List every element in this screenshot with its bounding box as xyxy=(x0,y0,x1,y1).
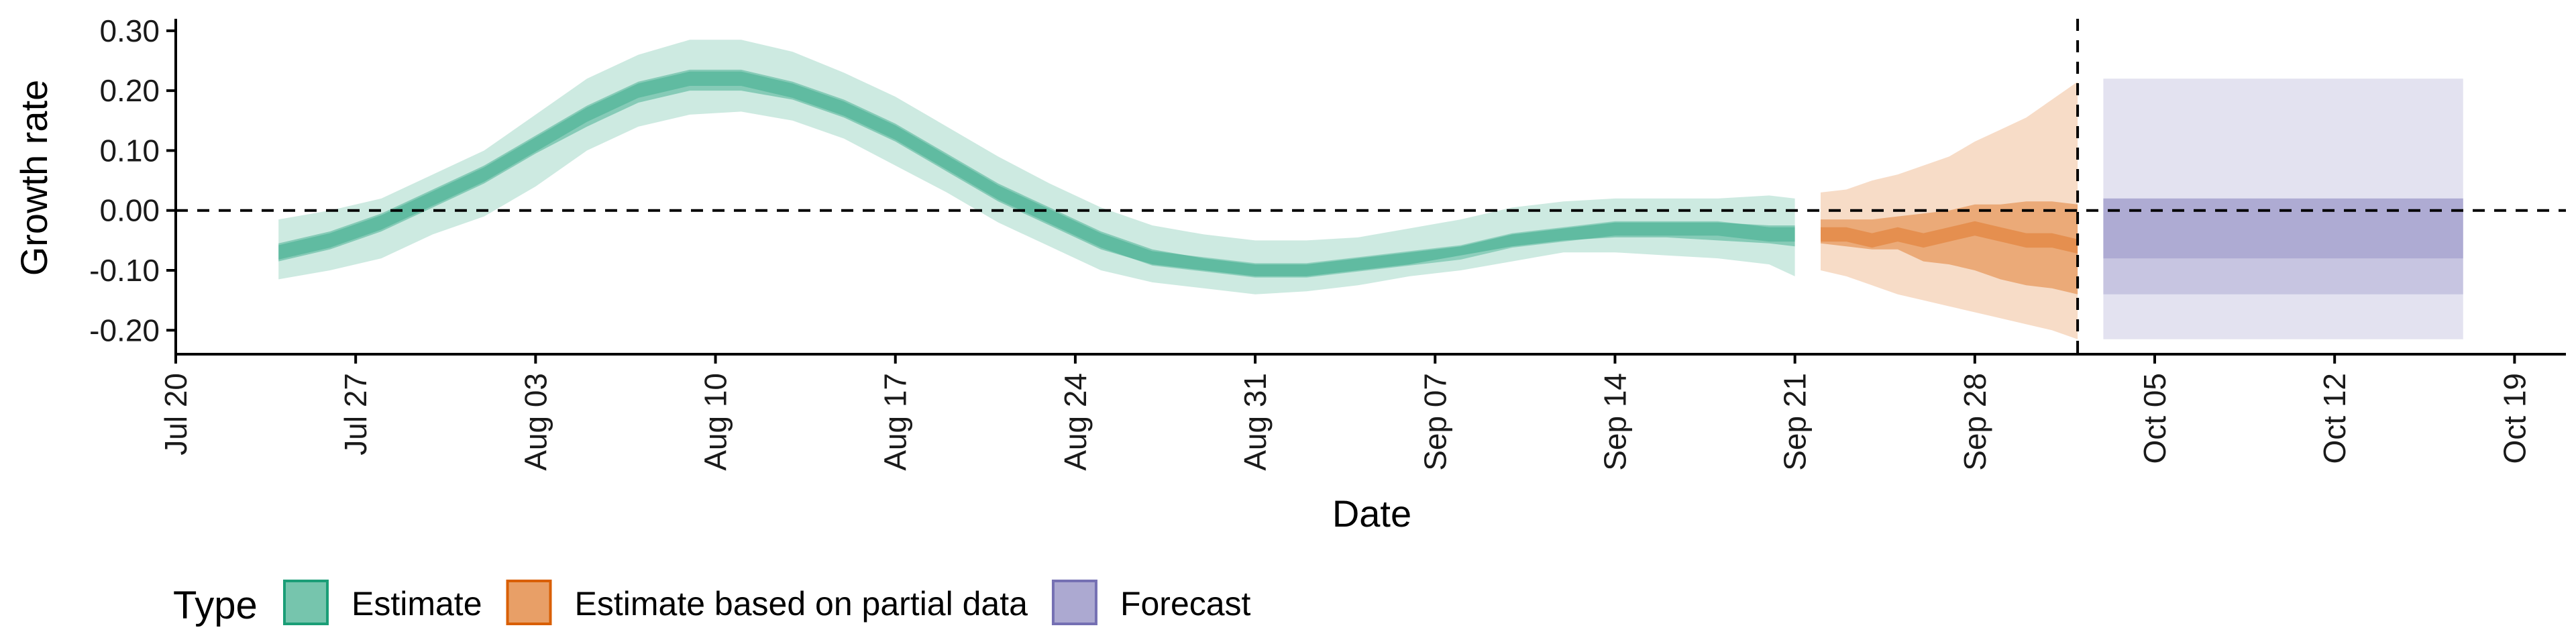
x-tick-label: Sep 07 xyxy=(1417,373,1452,471)
estimate-based-on-partial-data-band-50 xyxy=(1821,201,2078,294)
plot-area xyxy=(278,40,2463,339)
series-estimate xyxy=(278,40,1795,294)
x-axis-title: Date xyxy=(1332,492,1411,535)
legend-label-estimate-based-on-partial-data: Estimate based on partial data xyxy=(575,585,1028,623)
y-tick-label: 0.30 xyxy=(99,13,160,48)
x-tick-label: Aug 24 xyxy=(1058,373,1093,471)
x-tick-label: Sep 28 xyxy=(1957,373,1992,471)
forecast-band-90 xyxy=(2103,78,2463,339)
legend: Type Estimate Estimate based on partial da… xyxy=(173,580,1251,627)
legend-swatch-forecast xyxy=(1051,580,1097,625)
y-tick-label: 0.10 xyxy=(99,133,160,168)
x-tick-label: Aug 17 xyxy=(878,373,913,471)
legend-title: Type xyxy=(173,584,258,627)
x-tick-label: Jul 27 xyxy=(338,373,373,455)
y-tick-label: 0.20 xyxy=(99,73,160,108)
estimate-based-on-partial-data-median-band xyxy=(1821,221,2078,254)
estimate-band-90 xyxy=(278,40,1795,294)
x-tick-label: Aug 03 xyxy=(518,373,553,471)
reference-lines xyxy=(176,19,2566,354)
legend-swatch-estimate-based-on-partial-data xyxy=(506,580,552,625)
y-tick-label: -0.20 xyxy=(89,313,160,347)
x-tick-label: Sep 14 xyxy=(1597,373,1632,471)
series-forecast xyxy=(2103,78,2463,339)
series-estimate-based-on-partial-data xyxy=(1821,81,2078,339)
forecast-band-75 xyxy=(2103,198,2463,294)
x-tick-label: Aug 31 xyxy=(1238,373,1273,471)
x-tick-label: Oct 12 xyxy=(2317,373,2352,464)
y-tick-label: -0.10 xyxy=(89,253,160,288)
x-tick-label: Jul 20 xyxy=(158,373,193,455)
forecast-band-50 xyxy=(2103,198,2463,259)
x-tick-label: Aug 10 xyxy=(698,373,733,471)
x-tick-label: Sep 21 xyxy=(1778,373,1813,471)
y-axis-title: Growth rate xyxy=(13,80,55,276)
legend-label-forecast: Forecast xyxy=(1120,585,1251,623)
axes: -0.20 -0.10 0.00 0.10 0.20 0.30 Jul 20 Jul 27 Au… xyxy=(89,13,2566,471)
legend-label-estimate: Estimate xyxy=(352,585,482,623)
x-tick-label: Oct 05 xyxy=(2137,373,2172,464)
x-tick-label: Oct 19 xyxy=(2497,373,2532,464)
legend-swatch-estimate xyxy=(283,580,329,625)
estimate-based-on-partial-data-band-90 xyxy=(1821,81,2078,339)
y-tick-label: 0.00 xyxy=(99,193,160,228)
